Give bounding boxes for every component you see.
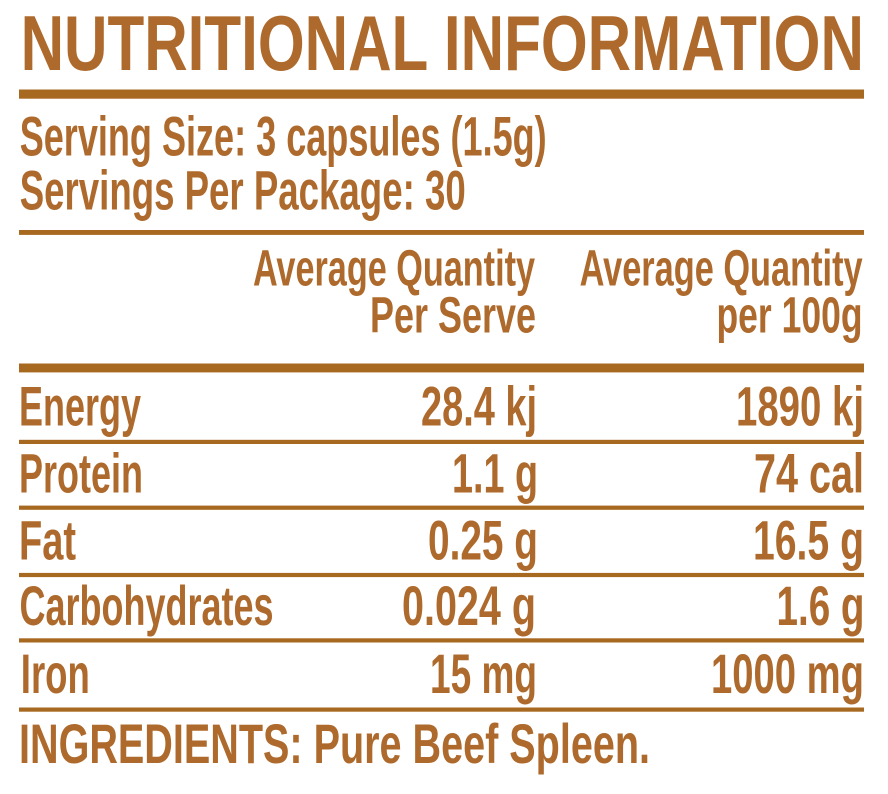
svg-text:Average Quantity: Average Quantity — [253, 240, 535, 297]
svg-text:Iron: Iron — [21, 642, 90, 705]
svg-text:per 100g: per 100g — [717, 286, 863, 343]
svg-text:Carbohydrates: Carbohydrates — [20, 574, 274, 637]
svg-text:0.25 g: 0.25 g — [428, 509, 538, 572]
svg-text:0.024 g: 0.024 g — [402, 574, 536, 637]
svg-text:Energy: Energy — [19, 375, 141, 438]
svg-text:1.1 g: 1.1 g — [452, 441, 538, 504]
svg-text:Protein: Protein — [19, 441, 143, 504]
svg-text:Per Serve: Per Serve — [370, 286, 536, 343]
svg-text:Average Quantity: Average Quantity — [580, 240, 863, 297]
svg-text:Serving Size: 3 capsules (1.5g: Serving Size: 3 capsules (1.5g) — [20, 104, 547, 167]
svg-text:15 mg: 15 mg — [430, 642, 537, 705]
svg-text:74 cal: 74 cal — [754, 441, 864, 504]
svg-text:NUTRITIONAL INFORMATION: NUTRITIONAL INFORMATION — [21, 0, 864, 87]
svg-text:Fat: Fat — [19, 509, 76, 572]
svg-text:1890 kj: 1890 kj — [736, 375, 864, 438]
svg-text:INGREDIENTS: Pure Beef Spleen.: INGREDIENTS: Pure Beef Spleen. — [19, 712, 650, 775]
svg-text:1.6 g: 1.6 g — [777, 574, 865, 637]
svg-text:28.4 kj: 28.4 kj — [421, 375, 537, 438]
svg-text:1000 mg: 1000 mg — [711, 642, 864, 705]
svg-text:Servings Per Package: 30: Servings Per Package: 30 — [20, 159, 466, 222]
svg-text:16.5 g: 16.5 g — [753, 509, 864, 572]
